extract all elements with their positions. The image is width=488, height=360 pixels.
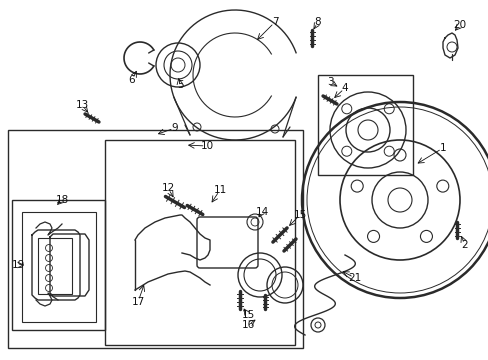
Text: 6: 6 <box>128 75 135 85</box>
Bar <box>22 212 96 322</box>
Bar <box>12 200 105 330</box>
Bar <box>38 238 72 294</box>
Text: 13: 13 <box>75 100 88 110</box>
Text: 3: 3 <box>326 77 333 87</box>
Text: 14: 14 <box>255 207 268 217</box>
Text: 11: 11 <box>213 185 226 195</box>
Text: 10: 10 <box>200 141 213 151</box>
Text: 19: 19 <box>11 260 24 270</box>
Text: 17: 17 <box>131 297 144 307</box>
Text: 8: 8 <box>314 17 321 27</box>
Bar <box>8 130 303 348</box>
Bar <box>105 140 294 345</box>
Text: 7: 7 <box>271 17 278 27</box>
Text: 21: 21 <box>347 273 361 283</box>
Text: 9: 9 <box>171 123 178 133</box>
Bar <box>317 75 412 175</box>
Text: 2: 2 <box>461 240 468 250</box>
Text: 5: 5 <box>176 80 183 90</box>
Text: 1: 1 <box>439 143 446 153</box>
Text: 4: 4 <box>341 83 347 93</box>
Text: 12: 12 <box>161 183 174 193</box>
Text: 20: 20 <box>452 20 466 30</box>
Text: 18: 18 <box>55 195 68 205</box>
Text: 15: 15 <box>293 210 306 220</box>
Text: 15: 15 <box>241 310 254 320</box>
Text: 16: 16 <box>241 320 254 330</box>
